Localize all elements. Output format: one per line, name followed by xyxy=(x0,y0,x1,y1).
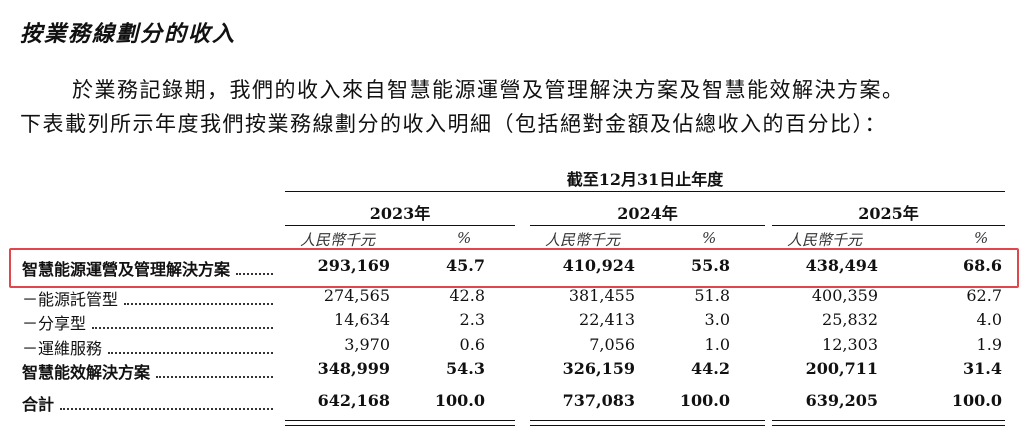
year-header: 2025年 xyxy=(858,204,919,223)
total-rule xyxy=(772,420,1005,421)
dot-leader xyxy=(108,335,273,354)
cell: 1.0 xyxy=(704,335,730,354)
cell: 737,083 xyxy=(562,391,635,410)
cell: 400,359 xyxy=(811,286,878,305)
row-label: 智慧能源運營及管理解決方案 xyxy=(22,256,277,280)
unit-label: % xyxy=(974,229,989,247)
cell: 45.7 xyxy=(446,256,485,275)
cell: 44.2 xyxy=(691,359,730,378)
section-heading: 按業務線劃分的收入 xyxy=(20,22,237,47)
dot-leader xyxy=(124,286,273,305)
row-label: 合計 xyxy=(22,391,277,415)
cell: 100.0 xyxy=(679,391,730,410)
cell: 25,832 xyxy=(822,310,878,329)
row-label-text: －分享型 xyxy=(22,314,87,333)
dot-leader xyxy=(92,310,273,329)
row-label: －運維服務 xyxy=(22,335,277,359)
cell: 62.7 xyxy=(966,286,1002,305)
cell: 3,970 xyxy=(344,335,390,354)
row-label: 智慧能效解決方案 xyxy=(22,359,277,383)
rule xyxy=(530,225,765,226)
unit-label: 人民幣千元 xyxy=(300,231,376,249)
row-label: －分享型 xyxy=(22,310,277,334)
cell: 12,303 xyxy=(822,335,878,354)
unit-label: % xyxy=(702,229,717,247)
row-label: －能源託管型 xyxy=(22,286,277,310)
unit-label: 人民幣千元 xyxy=(545,231,621,249)
cell: 410,924 xyxy=(562,256,635,275)
cell: 2.3 xyxy=(459,310,485,329)
cell: 100.0 xyxy=(434,391,485,410)
cell: 42.8 xyxy=(449,286,485,305)
dot-leader xyxy=(60,391,273,410)
cell: 100.0 xyxy=(951,391,1002,410)
rule xyxy=(772,225,1005,226)
cell: 51.8 xyxy=(694,286,730,305)
cell: 7,056 xyxy=(589,335,635,354)
cell: 642,168 xyxy=(317,391,390,410)
cell: 3.0 xyxy=(704,310,730,329)
row-label-text: 智慧能效解決方案 xyxy=(22,363,151,382)
cell: 22,413 xyxy=(579,310,635,329)
cell: 274,565 xyxy=(323,286,390,305)
cell: 31.4 xyxy=(963,359,1002,378)
unit-label: 人民幣千元 xyxy=(787,231,863,249)
row-label-text: 智慧能源運營及管理解決方案 xyxy=(22,260,231,279)
unit-label: % xyxy=(457,229,472,247)
cell: 55.8 xyxy=(691,256,730,275)
row-label-text: －能源託管型 xyxy=(22,290,119,309)
dot-leader xyxy=(156,359,273,378)
paragraph-line: 於業務記錄期，我們的收入來自智慧能源運營及管理解決方案及智慧能效解決方案。 xyxy=(72,78,905,102)
cell: 348,999 xyxy=(317,359,390,378)
cell: 68.6 xyxy=(963,256,1002,275)
highlight-box xyxy=(9,248,1019,288)
row-label-text: 合計 xyxy=(22,395,55,414)
total-rule xyxy=(530,420,765,421)
period-header: 截至12月31日止年度 xyxy=(566,170,724,189)
cell: 326,159 xyxy=(562,359,635,378)
cell: 54.3 xyxy=(446,359,485,378)
cell: 438,494 xyxy=(805,256,878,275)
rule xyxy=(285,191,1005,192)
total-rule xyxy=(285,425,515,426)
year-header: 2024年 xyxy=(617,204,678,223)
cell: 381,455 xyxy=(568,286,635,305)
cell: 639,205 xyxy=(805,391,878,410)
cell: 200,711 xyxy=(805,359,878,378)
cell: 4.0 xyxy=(976,310,1002,329)
rule xyxy=(285,225,515,226)
total-rule xyxy=(772,425,1005,426)
year-header: 2023年 xyxy=(369,204,431,223)
total-rule xyxy=(285,420,515,421)
cell: 1.9 xyxy=(976,335,1002,354)
paragraph-line: 下表載列所示年度我們按業務線劃分的收入明細（包括絕對金額及佔總收入的百分比）： xyxy=(20,112,887,136)
cell: 293,169 xyxy=(317,256,390,275)
total-rule xyxy=(530,425,765,426)
cell: 0.6 xyxy=(459,335,485,354)
cell: 14,634 xyxy=(334,310,390,329)
dot-leader xyxy=(236,256,273,275)
row-label-text: －運維服務 xyxy=(22,339,103,358)
